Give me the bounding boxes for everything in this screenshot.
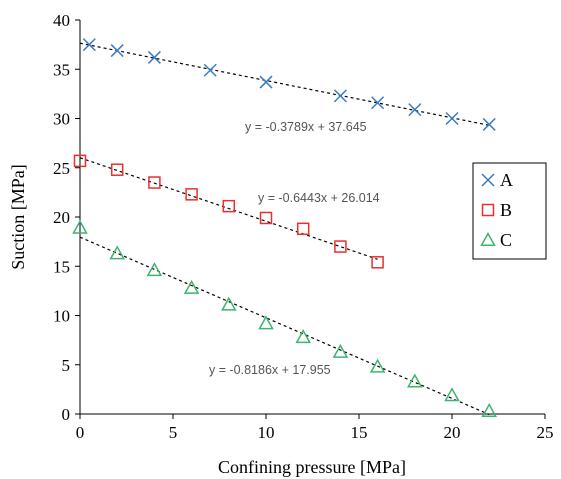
axis-ticks: 0 5 10 15 20 25 0 5 10 15 20 25 30 35 40 (53, 11, 554, 442)
data-markers (72, 38, 497, 417)
data-point-c (72, 219, 88, 234)
y-tick-label: 15 (53, 257, 70, 276)
data-point-c (221, 296, 237, 311)
data-point-b (110, 163, 124, 176)
x-tick-label: 25 (537, 423, 554, 442)
trendline-b (79, 157, 378, 260)
x-tick-label: 20 (444, 423, 461, 442)
legend-box (472, 162, 547, 260)
data-point-c (481, 403, 497, 417)
data-point-a (203, 63, 217, 77)
legend-marker-b (481, 203, 495, 217)
trend-equations: y = -0.3789x + 37.645 y = -0.6443x + 26.0… (209, 120, 380, 377)
x-tick-label: 0 (76, 423, 85, 442)
trend-equation-a: y = -0.3789x + 37.645 (245, 120, 367, 134)
legend-marker-c (480, 231, 496, 246)
data-point-b (371, 256, 384, 269)
y-tick-label: 5 (62, 356, 71, 375)
data-point-c (295, 329, 311, 344)
data-point-c (407, 373, 423, 388)
y-axis-label: Suction [MPa] (8, 164, 28, 270)
x-tick-label: 15 (351, 423, 368, 442)
y-tick-label: 30 (53, 110, 70, 129)
y-tick-label: 35 (53, 60, 70, 79)
data-point-b (296, 222, 310, 236)
data-point-a (82, 38, 96, 52)
data-point-c (109, 245, 125, 260)
legend-marker-a (481, 173, 495, 187)
data-point-c (258, 315, 274, 330)
legend-label-a: A (500, 170, 513, 190)
data-point-b (148, 176, 161, 189)
data-point-a (482, 117, 496, 131)
legend-label-c: C (500, 230, 512, 250)
trendline-a (79, 42, 490, 126)
trendlines (79, 42, 490, 416)
data-point-a (371, 96, 385, 110)
data-point-a (259, 75, 273, 89)
legend-label-b: B (500, 200, 512, 220)
y-tick-label: 0 (62, 405, 71, 424)
data-point-c (444, 387, 460, 402)
data-point-a (333, 89, 347, 103)
data-point-c (183, 279, 200, 294)
trend-equation-b: y = -0.6443x + 26.014 (258, 191, 380, 205)
x-axis-label: Confining pressure [MPa] (218, 457, 406, 477)
data-point-b (259, 211, 273, 225)
trendline-c (79, 236, 490, 416)
data-point-b (185, 188, 198, 201)
y-tick-label: 20 (53, 208, 70, 227)
data-point-b (222, 199, 236, 213)
trend-equation-c: y = -0.8186x + 17.955 (209, 363, 331, 377)
data-point-c (332, 343, 349, 358)
data-point-a (147, 50, 161, 64)
data-point-c (146, 262, 163, 277)
data-point-a (110, 44, 124, 58)
y-tick-label: 40 (53, 11, 70, 30)
x-tick-label: 10 (258, 423, 275, 442)
x-tick-label: 5 (169, 423, 178, 442)
y-tick-label: 10 (53, 307, 70, 326)
data-point-a (445, 111, 459, 126)
data-point-b (334, 240, 347, 253)
data-point-b (73, 154, 87, 168)
data-point-c (369, 358, 386, 373)
y-tick-label: 25 (53, 159, 70, 178)
data-point-a (408, 103, 422, 117)
legend: ABC (472, 162, 547, 260)
